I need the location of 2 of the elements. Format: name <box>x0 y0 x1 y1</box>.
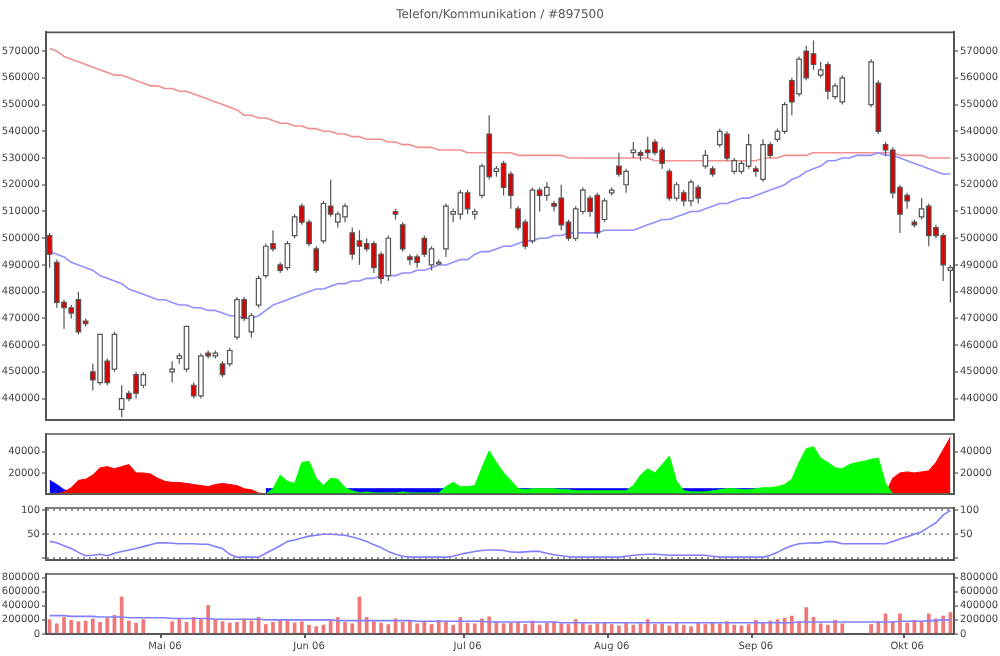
candlestick <box>234 296 240 341</box>
candlestick <box>760 138 766 183</box>
